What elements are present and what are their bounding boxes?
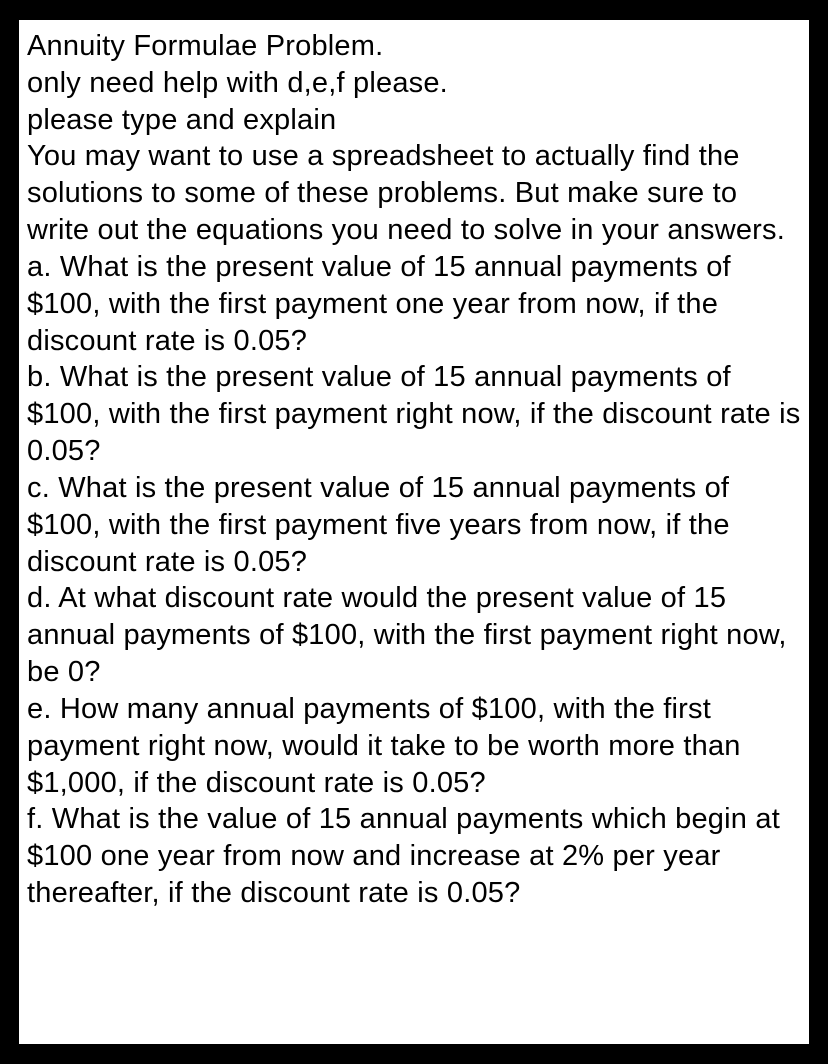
question-c: c. What is the present value of 15 annua… (27, 470, 801, 580)
type-line: please type and explain (27, 102, 801, 139)
question-d: d. At what discount rate would the prese… (27, 580, 801, 690)
question-a: a. What is the present value of 15 annua… (27, 249, 801, 359)
document-text: Annuity Formulae Problem. only need help… (27, 28, 801, 912)
help-line: only need help with d,e,f please. (27, 65, 801, 102)
question-e: e. How many annual payments of $100, wit… (27, 691, 801, 801)
question-f: f. What is the value of 15 annual paymen… (27, 801, 801, 911)
document-container: Annuity Formulae Problem. only need help… (19, 20, 809, 1044)
intro-text: You may want to use a spreadsheet to act… (27, 138, 801, 248)
title-line: Annuity Formulae Problem. (27, 28, 801, 65)
question-b: b. What is the present value of 15 annua… (27, 359, 801, 469)
